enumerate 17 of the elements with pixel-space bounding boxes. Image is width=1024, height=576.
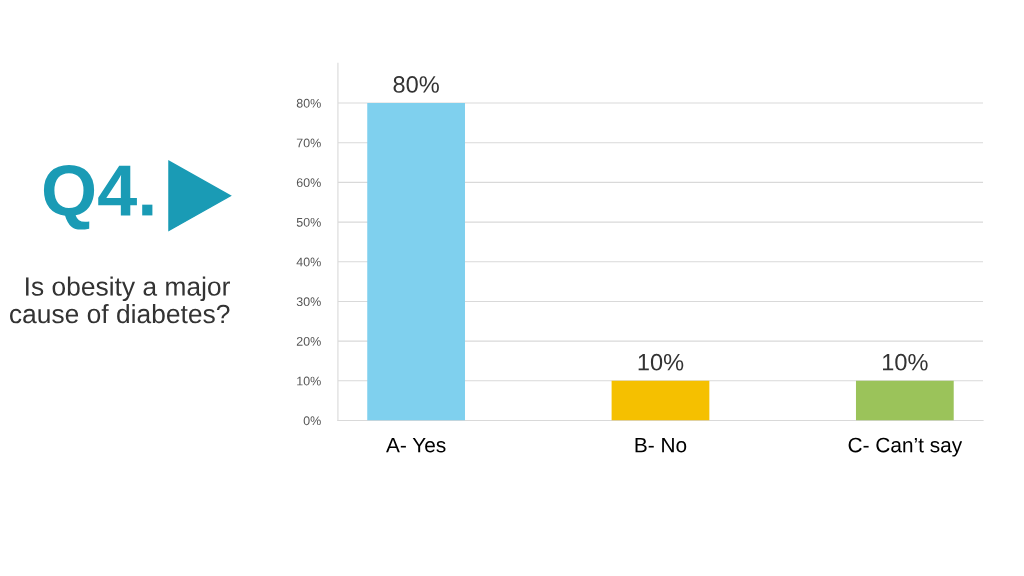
y-tick-label: 0%	[303, 416, 321, 426]
y-tick-label: 60%	[296, 178, 321, 188]
x-tick-label: B- No	[635, 437, 687, 453]
x-tick-label: A- Yes	[386, 437, 446, 453]
y-tick-label: 80%	[296, 98, 321, 108]
y-tick-label: 20%	[296, 336, 321, 346]
y-tick-label: 50%	[296, 217, 321, 227]
text: Q4.	[43, 164, 153, 230]
data-label: 10%	[883, 353, 928, 371]
y-tick-label: 40%	[296, 257, 321, 267]
y-tick-label: 10%	[297, 376, 321, 386]
text: Is obesity a major cause of diabetes?	[10, 276, 230, 324]
data-label: 80%	[393, 76, 439, 93]
y-tick-label: 30%	[296, 297, 321, 307]
data-label: 10%	[638, 353, 684, 371]
y-tick-label: 70%	[296, 138, 321, 148]
x-tick-label: C- Can’t say	[848, 437, 963, 457]
